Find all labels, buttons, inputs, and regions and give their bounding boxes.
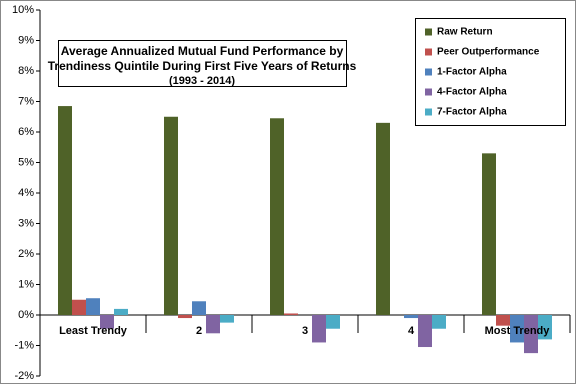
chart-title: Trendiness Quintile During First Five Ye…: [48, 59, 357, 73]
legend-label: 4-Factor Alpha: [437, 87, 507, 98]
bar: [220, 315, 234, 323]
legend-swatch: [425, 48, 432, 56]
x-tick-label: Most Trendy: [485, 325, 551, 337]
legend-swatch: [425, 68, 432, 76]
y-tick-label: -1%: [14, 339, 34, 351]
x-tick-label: 2: [196, 325, 202, 337]
y-tick-label: 4%: [18, 187, 34, 199]
x-tick-label: 3: [302, 325, 308, 337]
legend-label: 1-Factor Alpha: [437, 67, 507, 78]
y-tick-label: 3%: [18, 217, 34, 229]
y-tick-label: 1%: [18, 278, 34, 290]
legend: Raw Return Peer Outperformance 1-Factor Al…: [415, 18, 566, 126]
bar: [100, 315, 114, 329]
legend-label: Raw Return: [437, 27, 493, 38]
bar: [270, 118, 284, 316]
bar: [510, 315, 524, 343]
bar: [432, 315, 446, 329]
bar: [326, 315, 340, 329]
bar: [178, 315, 192, 319]
bar: [206, 315, 220, 334]
x-tick-label: Least Trendy: [59, 325, 128, 337]
legend-label: 7-Factor Alpha: [437, 107, 507, 118]
y-tick-label: 2%: [18, 248, 34, 260]
y-tick-label: 6%: [18, 126, 34, 138]
bar: [312, 315, 326, 343]
bar: [72, 299, 86, 315]
bar: [524, 315, 538, 354]
bar: [86, 298, 100, 315]
bar: [538, 315, 552, 340]
chart-subtitle: (1993 - 2014): [169, 75, 235, 87]
legend-label: Peer Outperformance: [437, 47, 540, 58]
title-box: Average Annualized Mutual Fund Performan…: [48, 40, 357, 87]
legend-swatch: [425, 88, 432, 96]
y-tick-label: -2%: [14, 370, 34, 382]
bar: [114, 308, 128, 315]
bar: [284, 313, 298, 315]
bar: [418, 315, 432, 348]
y-tick-label: 0%: [18, 309, 34, 321]
chart-title: Average Annualized Mutual Fund Performan…: [61, 44, 344, 58]
x-tick-label: 4: [408, 325, 415, 337]
y-tick-label: 10%: [12, 4, 34, 16]
y-tick-label: 8%: [18, 65, 34, 77]
y-tick-label: 9%: [18, 34, 34, 46]
bar: [482, 153, 496, 315]
bar: [496, 315, 510, 326]
bar: [376, 122, 390, 315]
bar: [58, 106, 72, 315]
bar: [164, 116, 178, 315]
bar: [404, 315, 418, 319]
bar: [192, 301, 206, 315]
title-frame: [58, 40, 347, 87]
legend-frame: [415, 18, 566, 126]
y-tick-label: 5%: [18, 156, 34, 168]
legend-swatch: [425, 28, 432, 36]
y-tick-label: 7%: [18, 95, 34, 107]
legend-swatch: [425, 108, 432, 116]
